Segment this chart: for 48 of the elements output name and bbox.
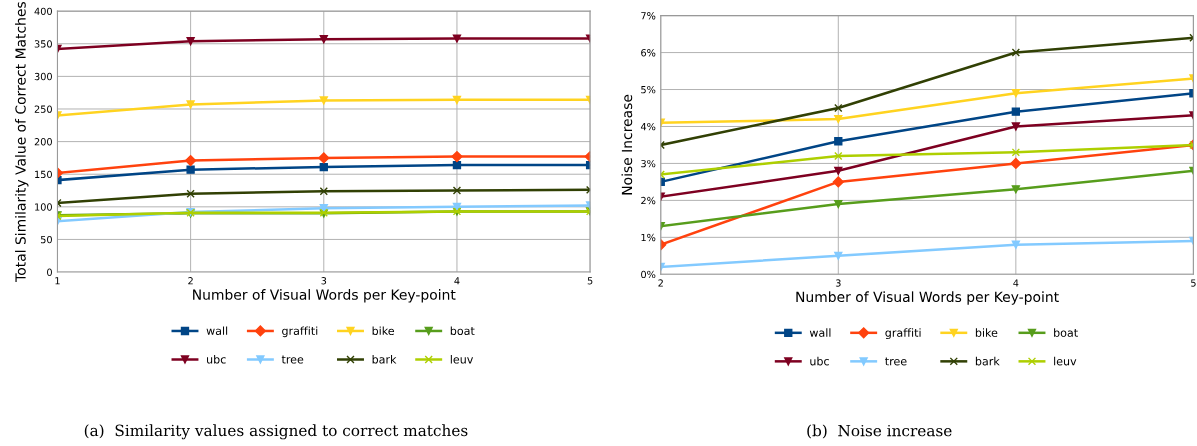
x-tick-label: 2 <box>188 277 193 285</box>
x-tick-label: 1 <box>55 277 60 285</box>
x-tick-label: 5 <box>587 277 593 285</box>
y-tick-label: 3% <box>641 159 656 168</box>
legend-label: bike <box>372 326 395 336</box>
y-tick-label: 6% <box>641 49 656 57</box>
y-axis-title: Noise Increase <box>621 94 633 195</box>
legend-label: boat <box>1054 328 1078 337</box>
y-tick-label: 250 <box>34 105 52 113</box>
y-tick-label: 0% <box>641 270 656 279</box>
legend-label: wall <box>206 326 228 336</box>
legend-label: graffiti <box>885 328 921 340</box>
y-tick-label: 350 <box>34 40 52 48</box>
x-tick-label: 5 <box>1191 279 1196 287</box>
y-tick-label: 0 <box>47 268 52 276</box>
y-tick-label: 200 <box>34 138 52 146</box>
legend-label: bark <box>372 354 397 364</box>
legend-label: tree <box>281 355 304 364</box>
x-tick-label: 3 <box>835 279 841 287</box>
legend-label: graffiti <box>282 326 318 338</box>
legend-label: ubc <box>207 354 226 364</box>
legend-label: boat <box>450 326 475 336</box>
y-tick-label: 100 <box>35 203 52 211</box>
y-tick-label: 400 <box>34 7 52 15</box>
y-tick-label: 5% <box>641 86 656 94</box>
text: (a) Similarity values assigned to correct matches <box>84 424 468 440</box>
legend-label: tree <box>885 357 907 366</box>
legend-label: ubc <box>810 356 829 366</box>
x-tick-label: 3 <box>321 277 327 285</box>
legend-label: wall <box>809 328 831 337</box>
y-tick-label: 1% <box>641 233 656 242</box>
text: (b) Noise increase <box>807 424 952 439</box>
x-tick-label: 4 <box>454 277 460 285</box>
x-axis-title: Number of Visual Words per Key-point <box>193 289 456 303</box>
y-axis-title: Total Similarity Value of Correct Matches <box>15 2 29 282</box>
x-tick-label: 2 <box>658 279 663 287</box>
x-axis-title: Number of Visual Words per Key-point <box>796 291 1059 305</box>
y-tick-label: 2% <box>641 196 656 205</box>
legend-label: bike <box>975 328 998 337</box>
x-tick-label: 4 <box>1013 279 1019 287</box>
y-tick-label: 4% <box>640 122 656 131</box>
legend-label: leuv <box>450 354 474 364</box>
legend-label: leuv <box>1054 356 1077 366</box>
y-tick-label: 50 <box>40 235 52 244</box>
y-tick-label: 150 <box>35 170 52 179</box>
legend-label: bark <box>975 356 1000 366</box>
y-tick-label: 300 <box>34 72 52 81</box>
y-tick-label: 7% <box>641 12 656 20</box>
